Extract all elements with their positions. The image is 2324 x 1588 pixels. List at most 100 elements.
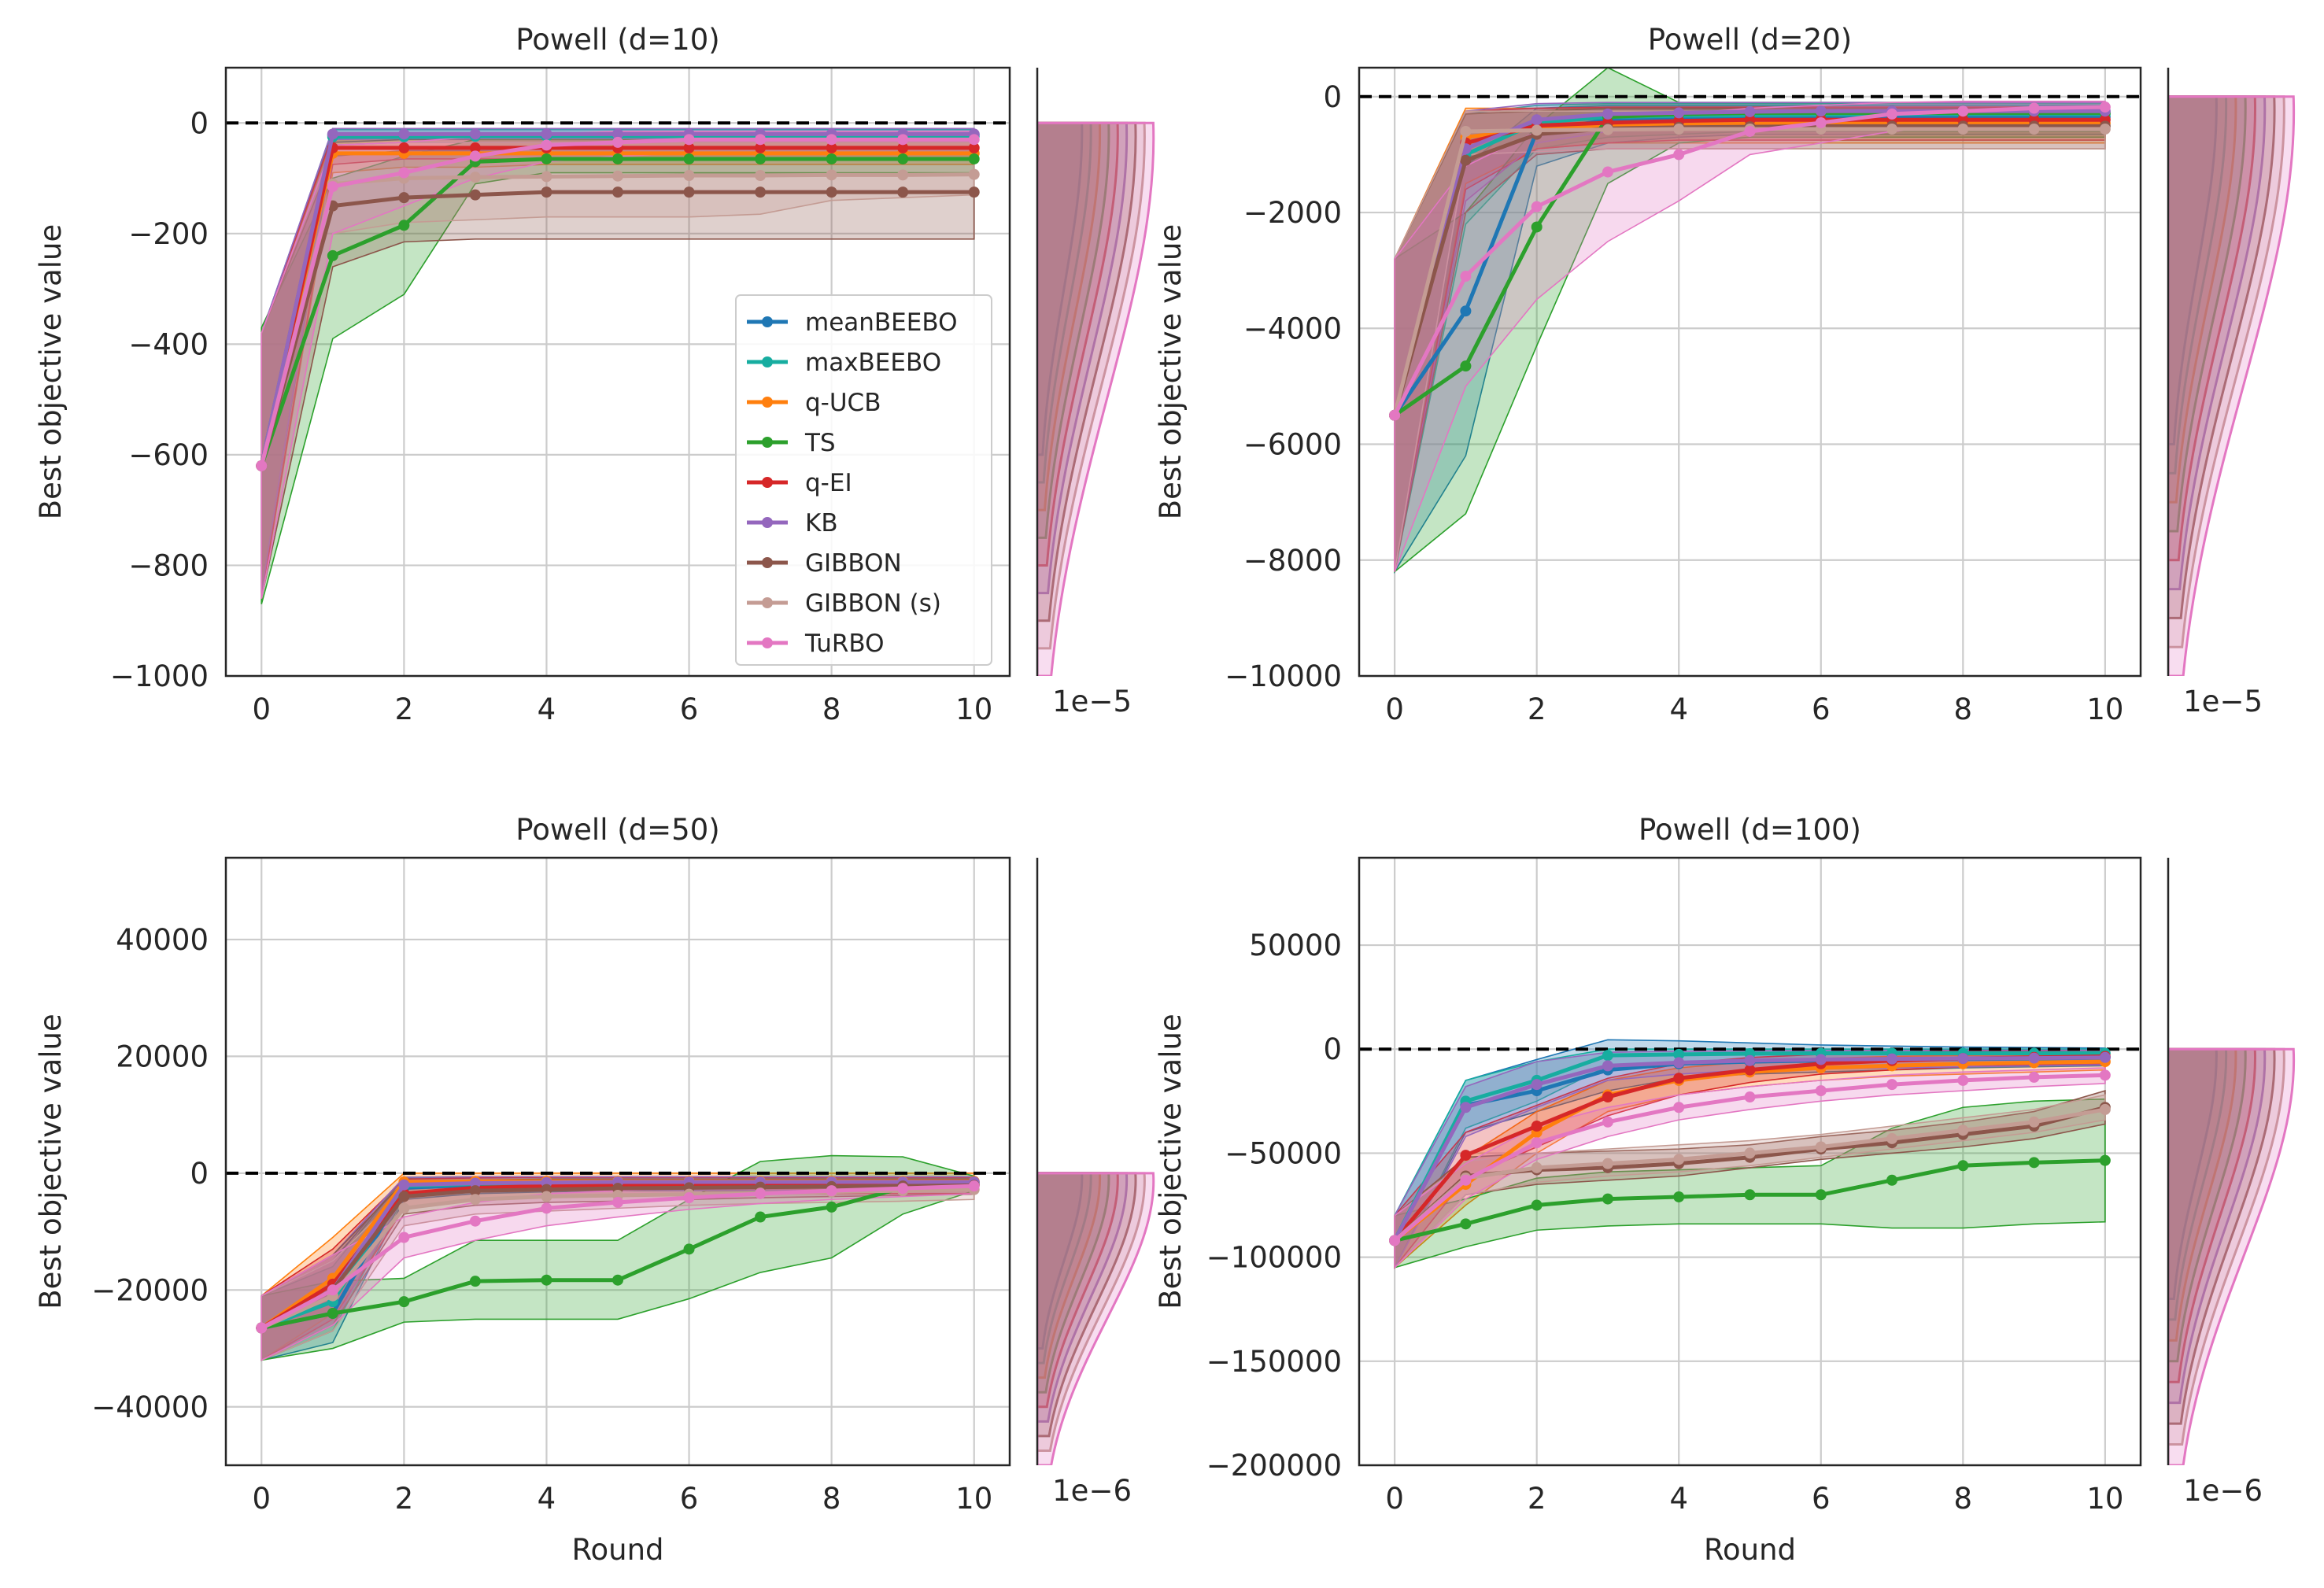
marginal-density-q-ucb [2168,1047,2237,1342]
y-tick-label: −400 [128,327,209,361]
y-tick-label: −10000 [1225,659,1342,693]
x-tick-label: 2 [395,692,414,726]
point-gibbon-s [541,1191,552,1202]
point-turbo [897,1183,909,1195]
point-turbo [469,150,481,162]
point-ts [2099,1154,2111,1166]
point-ts [398,220,410,231]
point-gibbon [612,186,623,198]
point-ts [1531,221,1543,233]
x-tick-label: 6 [680,1482,699,1516]
marginal-density-ts [2168,95,2247,533]
y-axis-label: Best objective value [34,224,68,519]
x-tick-label: 10 [2086,692,2123,726]
y-tick-label: 50000 [1249,929,1342,962]
point-ts [2028,1157,2040,1169]
point-gibbon [541,186,552,198]
marginal-density-gibbon-s [1037,121,1146,650]
point-kb [2099,1051,2111,1063]
point-ts [1460,1218,1472,1230]
x-tick-label: 4 [1669,692,1688,726]
point-gibbon-s [612,170,623,182]
point-turbo [897,134,909,146]
x-axis-label: Round [1704,1533,1796,1567]
point-ts [1460,360,1472,372]
y-tick-label: 0 [190,1157,209,1191]
point-gibbon-s [683,170,695,182]
point-turbo [826,1185,837,1197]
point-ts [469,1276,481,1287]
point-ts [826,1201,837,1213]
point-ts [1673,1191,1685,1202]
panel-title: Powell (d=100) [1639,813,1861,847]
y-tick-label: −20000 [91,1273,209,1307]
point-kb [469,1177,481,1189]
marginal-density-gibbon [1037,121,1137,622]
marginal-density-meanbeebo [2168,95,2218,446]
point-q-ei [1531,1121,1543,1132]
point-turbo [1531,1137,1543,1149]
point-turbo [1744,1091,1756,1103]
point-maxbeebo [1602,1050,1613,1062]
band-turbo [1394,1067,2106,1269]
point-turbo [683,134,695,146]
marginal-density-q-ei [1037,1172,1119,1409]
point-turbo [256,1322,268,1334]
point-q-ei [968,142,980,153]
legend-marker-kb [762,517,773,528]
point-gibbon-s [755,170,767,182]
point-gibbon-s [897,169,909,181]
panel-1: 0 2 4 6 8 10 −1000 −800 −600 −400 −200 0 Powell (d=1… [34,23,1155,726]
y-tick-label: −2000 [1243,196,1342,230]
legend-label-meanbeebo: meanBEEBO [805,308,957,337]
marginal-density-q-ucb [1037,121,1102,511]
point-turbo [469,1215,481,1227]
legend-marker-gibbon-s [762,597,773,608]
point-turbo [1602,166,1613,178]
point-turbo [1815,116,1827,128]
point-kb [1815,1054,1827,1065]
marginal-density-ts [1037,121,1110,539]
point-ts [541,1274,552,1286]
point-turbo [398,1232,410,1243]
point-gibbon [897,186,909,198]
marginal-panel: 1e−6 [2167,858,2296,1508]
point-kb [398,1179,410,1191]
point-gibbon [1460,154,1472,166]
panel-4: 0 2 4 6 8 10 −200000 −150000 −100000 −50000 0 50000… [1154,813,2296,1567]
legend-label-gibbon-s: GIBBON (s) [805,589,941,618]
marginal-density-maxbeebo [1037,1172,1092,1365]
point-ts [327,249,338,261]
point-turbo [2028,102,2040,114]
legend-label-gibbon: GIBBON [805,549,902,578]
panel-title: Powell (d=20) [1648,23,1852,57]
marginal-density-kb [1037,121,1129,595]
point-turbo [1957,105,1969,117]
point-q-ei [1602,1091,1613,1103]
legend-label-ts: TS [804,429,836,457]
x-tick-label: 0 [252,1482,271,1516]
x-tick-label: 4 [1669,1482,1688,1516]
point-turbo [1673,149,1685,161]
point-gibbon-s [1957,124,1969,135]
y-tick-label: −800 [128,548,209,582]
point-gibbon-s [826,169,837,181]
point-gibbon-s [541,171,552,183]
point-turbo [1389,409,1401,421]
point-q-ei [1460,1150,1472,1161]
point-kb [1673,1057,1685,1069]
point-ts [683,153,695,164]
point-ts [327,1308,338,1319]
legend-marker-q-ei [762,477,773,488]
point-gibbon-s [469,1194,481,1206]
panel-title: Powell (d=10) [515,23,719,57]
marginal-scale-label: 1e−6 [2183,1474,2263,1508]
point-turbo [1886,1079,1898,1091]
point-kb [1744,105,1756,117]
marginal-density-meanbeebo [1037,1172,1084,1350]
point-kb [612,128,623,140]
point-kb [327,128,338,140]
point-ts [541,153,552,164]
y-tick-label: −1000 [110,659,209,693]
marginal-density-gibbon-s [2168,95,2285,648]
